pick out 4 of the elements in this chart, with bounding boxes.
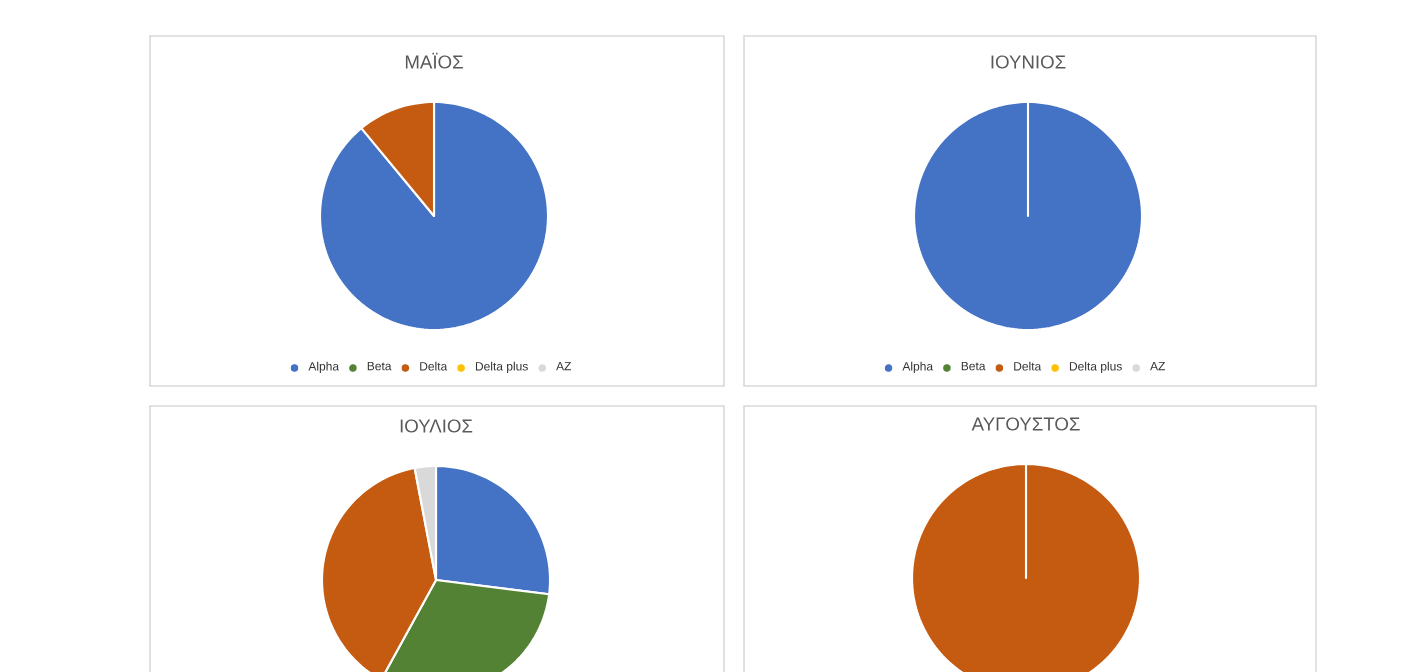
chart-title: ΜΑΪΟΣ: [405, 52, 463, 69]
chart-title: ΙΟΥΛΙΟΣ: [400, 419, 473, 433]
chart-title: ΑΥΓΟΥΣΤΟΣ: [971, 417, 1080, 431]
chart-title: ΙΟΥΝΙΟΣ: [991, 55, 1066, 69]
